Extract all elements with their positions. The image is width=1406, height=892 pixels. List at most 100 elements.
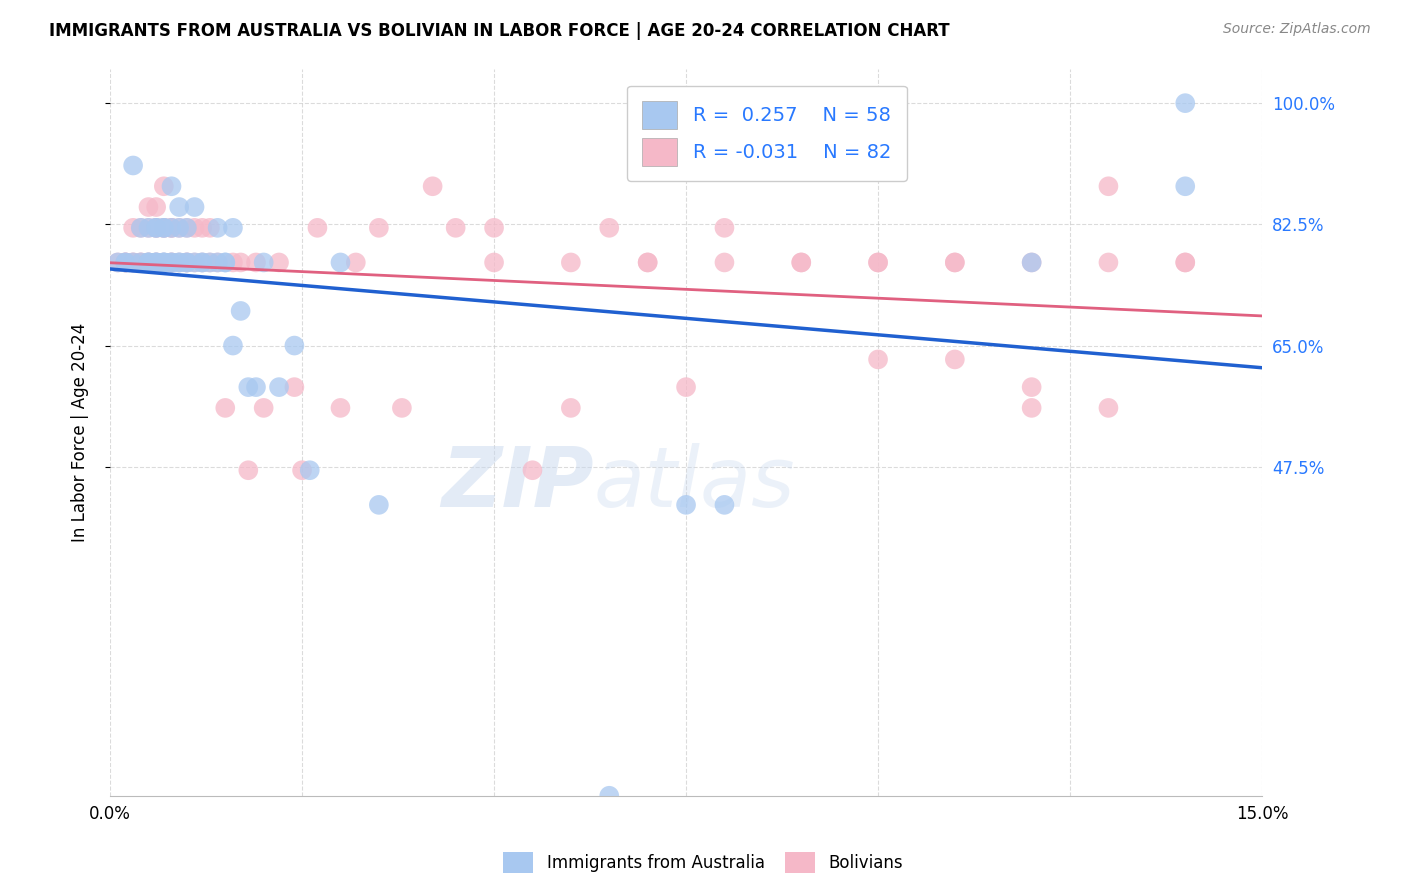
Point [114, 255, 136, 269]
Point [422, 179, 444, 194]
Point [1174, 96, 1197, 111]
Text: IMMIGRANTS FROM AUSTRALIA VS BOLIVIAN IN LABOR FORCE | AGE 20-24 CORRELATION CHA: IMMIGRANTS FROM AUSTRALIA VS BOLIVIAN IN… [49, 22, 950, 40]
Text: atlas: atlas [593, 442, 796, 524]
Point [222, 338, 245, 352]
Point [176, 255, 198, 269]
Point [444, 220, 467, 235]
Point [129, 255, 152, 269]
Point [160, 220, 183, 235]
Point [713, 220, 735, 235]
Point [238, 380, 260, 394]
Point [167, 255, 190, 269]
Point [943, 255, 966, 269]
Text: Source: ZipAtlas.com: Source: ZipAtlas.com [1223, 22, 1371, 37]
Point [298, 463, 321, 477]
Point [138, 255, 160, 269]
Point [138, 220, 160, 235]
Point [713, 255, 735, 269]
Point [160, 220, 183, 235]
Point [145, 200, 167, 214]
Point [482, 220, 505, 235]
Point [145, 255, 167, 269]
Point [138, 200, 160, 214]
Point [145, 220, 167, 235]
Point [167, 220, 190, 235]
Point [790, 255, 813, 269]
Point [229, 304, 252, 318]
Point [1097, 255, 1119, 269]
Point [283, 338, 305, 352]
Point [598, 789, 620, 803]
Point [560, 401, 582, 415]
Point [176, 255, 198, 269]
Point [138, 255, 160, 269]
Point [145, 255, 167, 269]
Point [291, 463, 314, 477]
Point [129, 255, 152, 269]
Point [207, 255, 229, 269]
Point [183, 255, 205, 269]
Y-axis label: In Labor Force | Age 20-24: In Labor Force | Age 20-24 [72, 323, 89, 541]
Point [943, 255, 966, 269]
Point [129, 220, 152, 235]
Point [153, 220, 176, 235]
Point [138, 255, 160, 269]
Point [107, 255, 129, 269]
Point [229, 255, 252, 269]
Point [153, 255, 176, 269]
Point [253, 401, 276, 415]
Point [245, 255, 267, 269]
Point [114, 255, 136, 269]
Point [198, 255, 221, 269]
Point [138, 255, 160, 269]
Point [267, 380, 290, 394]
Point [560, 255, 582, 269]
Legend: R =  0.257    N = 58, R = -0.031    N = 82: R = 0.257 N = 58, R = -0.031 N = 82 [627, 86, 907, 181]
Point [145, 220, 167, 235]
Point [222, 255, 245, 269]
Point [122, 220, 145, 235]
Point [214, 255, 236, 269]
Point [176, 255, 198, 269]
Point [183, 220, 205, 235]
Point [122, 255, 145, 269]
Point [522, 463, 544, 477]
Point [1021, 380, 1043, 394]
Point [868, 255, 890, 269]
Point [214, 255, 236, 269]
Point [482, 255, 505, 269]
Point [344, 255, 367, 269]
Legend: Immigrants from Australia, Bolivians: Immigrants from Australia, Bolivians [496, 846, 910, 880]
Point [153, 255, 176, 269]
Point [138, 220, 160, 235]
Text: ZIP: ZIP [441, 442, 593, 524]
Point [214, 401, 236, 415]
Point [790, 255, 813, 269]
Point [160, 255, 183, 269]
Point [675, 380, 697, 394]
Point [1021, 255, 1043, 269]
Point [160, 255, 183, 269]
Point [153, 255, 176, 269]
Point [153, 220, 176, 235]
Point [129, 255, 152, 269]
Point [160, 179, 183, 194]
Point [1174, 255, 1197, 269]
Point [153, 220, 176, 235]
Point [943, 352, 966, 367]
Point [176, 255, 198, 269]
Point [238, 463, 260, 477]
Point [207, 220, 229, 235]
Point [222, 220, 245, 235]
Point [598, 220, 620, 235]
Point [191, 255, 214, 269]
Point [329, 401, 352, 415]
Point [191, 255, 214, 269]
Point [1174, 179, 1197, 194]
Point [675, 498, 697, 512]
Point [138, 255, 160, 269]
Point [637, 255, 659, 269]
Point [145, 255, 167, 269]
Point [114, 255, 136, 269]
Point [153, 220, 176, 235]
